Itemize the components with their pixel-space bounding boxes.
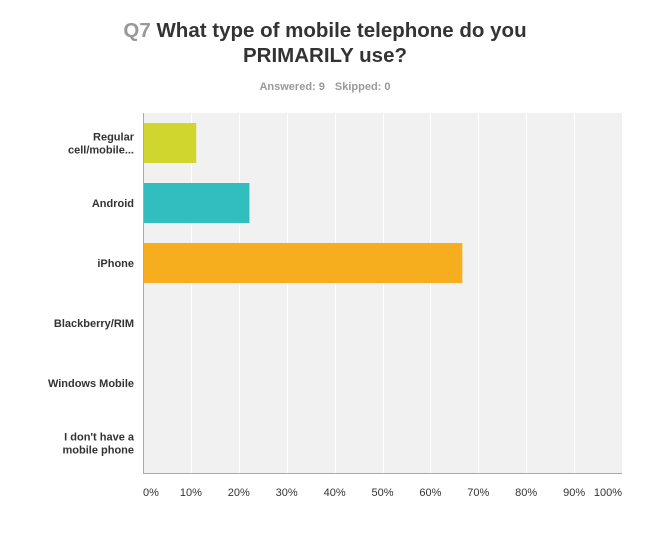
x-tick-label: 10% [180,487,202,499]
question-number: Q7 [123,19,151,42]
category-label-line: I don't have a [64,432,135,444]
category-label-line: Android [92,198,134,210]
category-label-line: Windows Mobile [48,378,134,390]
x-tick-label: 20% [228,487,250,499]
x-tick-label: 80% [515,487,537,499]
title-text-1: What type of mobile telephone do you [156,19,527,42]
category-label-line: Regular [93,132,135,144]
bar [143,183,250,223]
category-label-line: cell/mobile... [68,145,134,157]
category-label: Blackberry/RIM [54,318,134,330]
x-tick-label: 90% [563,487,585,499]
category-label: iPhone [97,258,134,270]
chart-title: Q7 What type of mobile telephone do you … [0,18,650,68]
x-tick-label: 30% [276,487,298,499]
skipped-count: Skipped: 0 [334,81,391,93]
category-label: Regular cell/mobile... [68,132,135,157]
x-tick-label: 60% [419,487,441,499]
x-tick-label: 70% [467,487,489,499]
category-label-line: Blackberry/RIM [54,318,134,330]
bar [143,123,197,163]
x-tick-label: 0% [143,487,159,499]
bar [143,243,463,283]
x-tick-label: 40% [324,487,346,499]
answered-count: Answered: 9 [259,81,325,93]
title-line-1: Q7 What type of mobile telephone do you [0,18,650,43]
category-label: Windows Mobile [48,378,134,390]
title-line-2: PRIMARILY use? [242,44,408,67]
x-tick-label: 100% [594,487,622,499]
plot-background [143,113,622,473]
x-tick-label: 50% [371,487,393,499]
response-stats: Answered: 9 Skipped: 0 [0,81,650,93]
category-label: Android [92,198,134,210]
category-label-line: iPhone [97,258,134,270]
category-label-line: mobile phone [63,445,135,457]
category-label: I don't have a mobile phone [63,432,135,457]
